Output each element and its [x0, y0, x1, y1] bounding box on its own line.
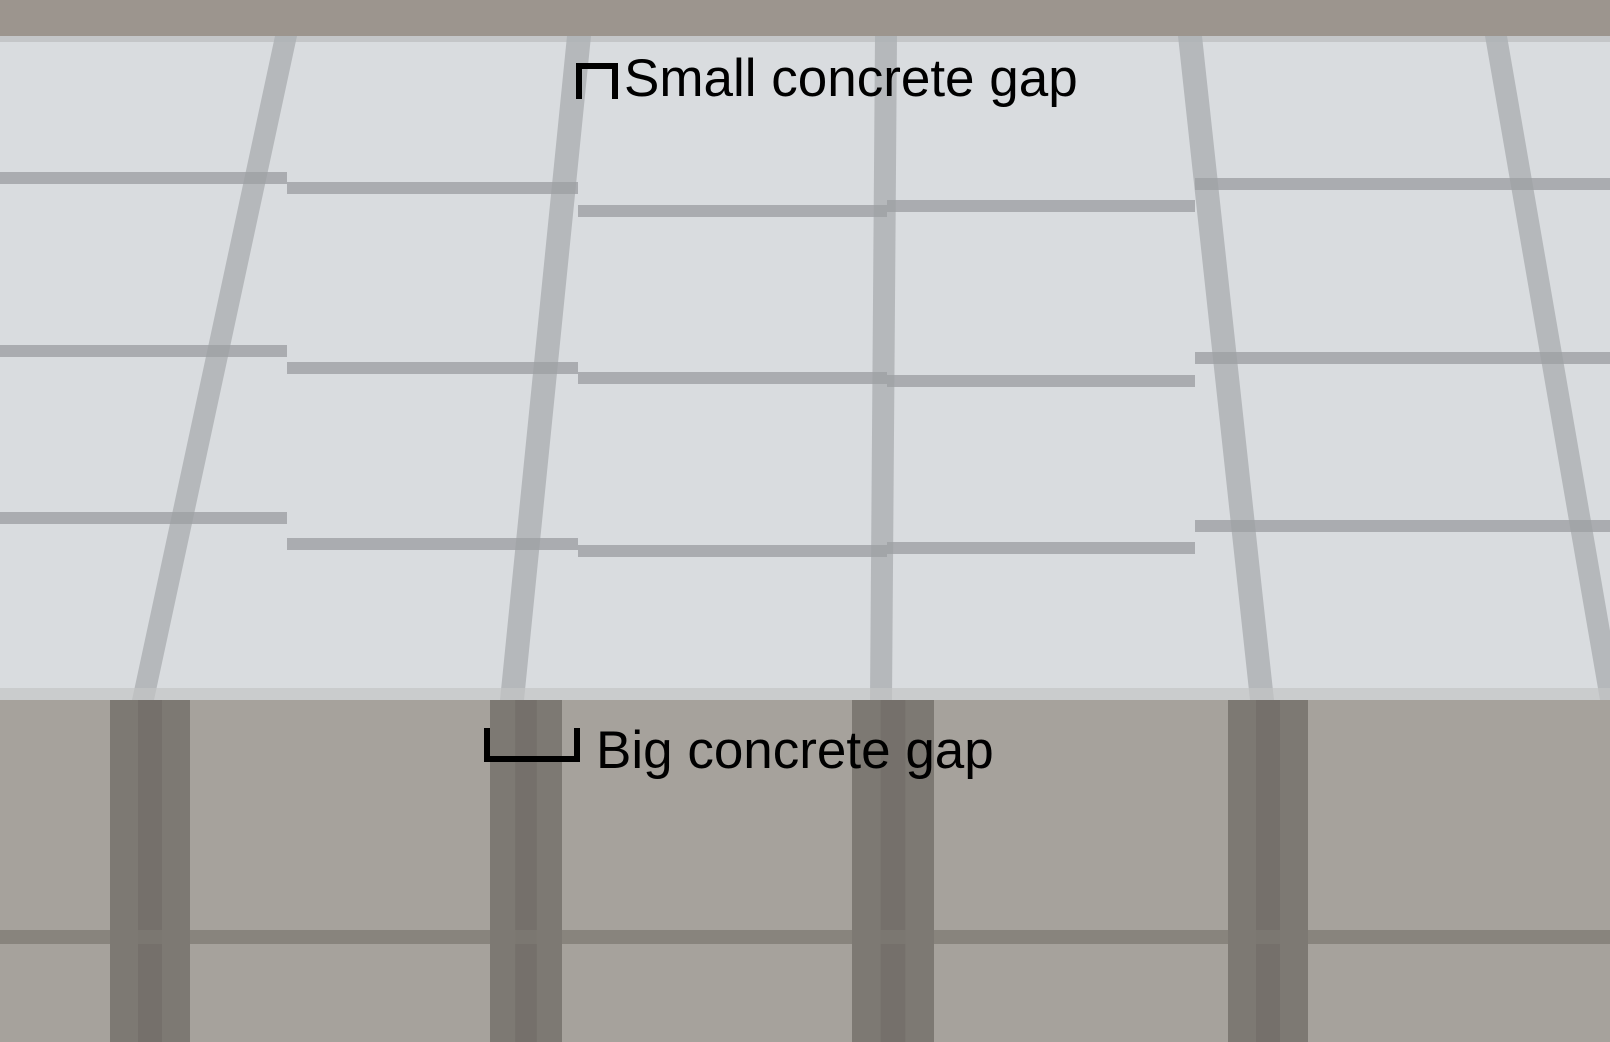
horizontal-joint	[578, 205, 887, 217]
big-gap-joint-core	[1256, 700, 1280, 1042]
horizontal-joint	[287, 538, 578, 550]
shaded-horizontal-joint	[0, 930, 1610, 944]
horizontal-joint	[1195, 352, 1610, 364]
small-gap-joint	[1485, 36, 1610, 700]
horizontal-joint	[287, 362, 578, 374]
small-gap-label: Small concrete gap	[624, 49, 1078, 108]
big-gap-joint-core	[880, 700, 906, 1042]
small-gap-bracket	[576, 63, 618, 99]
horizontal-joint	[0, 512, 287, 524]
top-rough-edge	[0, 0, 1610, 36]
horizontal-joint	[578, 372, 887, 384]
top-edge-shadow	[0, 36, 1610, 42]
horizontal-joint	[578, 545, 887, 557]
big-gap-label: Big concrete gap	[596, 721, 994, 780]
big-gap-joint-core	[138, 700, 162, 1042]
small-gap-joint	[1178, 36, 1274, 700]
big-gap-joint-core	[515, 700, 537, 1042]
horizontal-joint	[887, 542, 1195, 554]
horizontal-joint	[0, 172, 287, 184]
horizontal-joint	[887, 375, 1195, 387]
horizontal-joint	[0, 345, 287, 357]
shaded-wall-area	[0, 700, 1610, 1042]
horizontal-joint	[1195, 520, 1610, 532]
small-gap-joint	[132, 36, 297, 700]
horizontal-joint	[887, 200, 1195, 212]
horizontal-joint	[287, 182, 578, 194]
horizontal-joint	[1195, 178, 1610, 190]
big-gap-bracket	[484, 728, 580, 762]
shade-transition	[0, 688, 1610, 700]
